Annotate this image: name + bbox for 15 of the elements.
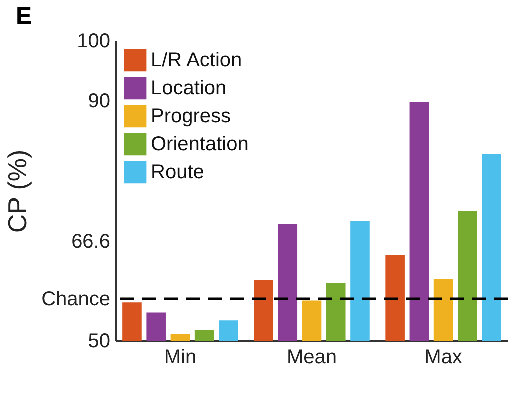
x-tick-label: Max: [424, 346, 462, 368]
legend-label: Route: [151, 162, 204, 184]
legend-label: L/R Action: [151, 50, 242, 72]
x-tick-label: Min: [164, 346, 197, 368]
y-tick-label: Chance: [42, 288, 110, 310]
legend-label: Orientation: [151, 134, 249, 156]
legend-label: Progress: [151, 106, 232, 128]
y-tick-label: 50: [88, 330, 110, 352]
y-tick-label: 90: [88, 90, 110, 112]
y-axis-title: CP (%): [2, 150, 33, 234]
x-tick-label: Mean: [286, 346, 338, 368]
y-tick-label: 66.6: [72, 230, 110, 253]
y-tick-label: 100: [77, 30, 110, 52]
legend-label: Location: [151, 78, 227, 100]
chart-title: E: [16, 3, 32, 30]
